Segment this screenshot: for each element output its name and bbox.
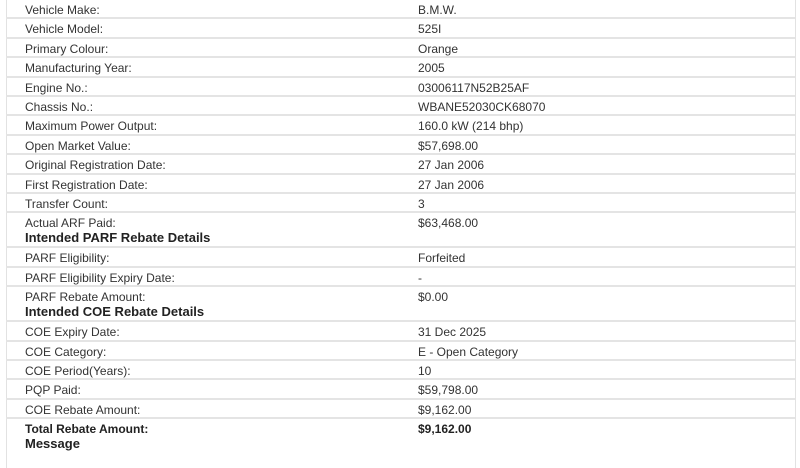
detail-value: 525I bbox=[418, 22, 442, 37]
detail-value: 160.0 kW (214 bhp) bbox=[418, 119, 524, 134]
detail-label: PQP Paid: bbox=[25, 383, 81, 398]
detail-label: Transfer Count: bbox=[25, 197, 108, 211]
detail-value: B.M.W. bbox=[418, 3, 457, 17]
detail-row: PARF Rebate Amount: $0.00 Intended COE Reb… bbox=[6, 287, 795, 323]
detail-value: Forfeited bbox=[418, 251, 466, 266]
detail-row: PQP Paid: $59,798.00 bbox=[6, 380, 795, 400]
detail-value: 3 bbox=[418, 197, 425, 211]
detail-value: 10 bbox=[418, 364, 432, 378]
detail-row: Vehicle Make: B.M.W. bbox=[6, 0, 795, 20]
detail-value: 27 Jan 2006 bbox=[418, 177, 485, 192]
detail-row: PARF Eligibility Expiry Date: - bbox=[6, 268, 795, 288]
detail-value: $9,162.00 bbox=[418, 402, 472, 417]
detail-value: 27 Jan 2006 bbox=[418, 158, 485, 173]
detail-row: Maximum Power Output: 160.0 kW (214 bhp) bbox=[6, 116, 795, 136]
detail-value: 2005 bbox=[418, 61, 445, 76]
detail-label: PARF Eligibility: bbox=[25, 251, 110, 266]
detail-row: Chassis No.: WBANE52030CK68070 bbox=[6, 97, 795, 117]
detail-row: COE Expiry Date: 31 Dec 2025 bbox=[6, 322, 795, 342]
detail-label: Original Registration Date: bbox=[25, 158, 166, 173]
detail-row: Total Rebate Amount: $9,162.00 Message bbox=[6, 419, 795, 459]
detail-label: Total Rebate Amount: bbox=[25, 422, 149, 437]
detail-row: Engine No.: 03006117N52B25AF bbox=[6, 78, 795, 97]
detail-row: First Registration Date: 27 Jan 2006 bbox=[6, 175, 795, 194]
detail-label: Primary Colour: bbox=[25, 41, 109, 56]
message-heading: Message bbox=[25, 436, 80, 452]
detail-label: PARF Eligibility Expiry Date: bbox=[25, 270, 175, 285]
detail-row: COE Rebate Amount: $9,162.00 bbox=[6, 400, 795, 420]
detail-label: COE Expiry Date: bbox=[25, 325, 120, 340]
detail-value: - bbox=[418, 270, 422, 285]
detail-label: Engine No.: bbox=[25, 80, 88, 95]
detail-label: Manufacturing Year: bbox=[25, 61, 132, 76]
detail-row: Primary Colour: Orange bbox=[6, 39, 795, 59]
detail-value: 03006117N52B25AF bbox=[418, 80, 530, 95]
coe-section-heading: Intended COE Rebate Details bbox=[25, 304, 205, 320]
detail-row: COE Period(Years): 10 bbox=[6, 361, 795, 381]
detail-value: $63,468.00 bbox=[418, 216, 479, 231]
detail-row: Open Market Value: $57,698.00 bbox=[6, 136, 795, 156]
detail-label: Vehicle Make: bbox=[25, 3, 100, 17]
detail-label: PARF Rebate Amount: bbox=[25, 290, 146, 305]
detail-label: COE Rebate Amount: bbox=[25, 402, 141, 417]
detail-row: Manufacturing Year: 2005 bbox=[6, 58, 795, 78]
detail-row: COE Category: E - Open Category bbox=[6, 342, 795, 361]
detail-value: $0.00 bbox=[418, 290, 449, 305]
detail-row: Vehicle Model: 525I bbox=[6, 19, 795, 39]
detail-value: $57,698.00 bbox=[418, 138, 479, 153]
detail-label: Chassis No.: bbox=[25, 100, 94, 114]
detail-value: E - Open Category bbox=[418, 344, 519, 359]
detail-label: First Registration Date: bbox=[25, 177, 148, 192]
detail-label: COE Category: bbox=[25, 344, 107, 359]
detail-value: $59,798.00 bbox=[418, 383, 479, 398]
parf-section-heading: Intended PARF Rebate Details bbox=[25, 230, 211, 246]
detail-value: $9,162.00 bbox=[418, 422, 472, 437]
detail-label: Maximum Power Output: bbox=[25, 119, 158, 134]
detail-value: Orange bbox=[418, 41, 459, 56]
detail-value: 31 Dec 2025 bbox=[418, 325, 487, 340]
detail-row: Actual ARF Paid: $63,468.00 Intended PARF … bbox=[6, 213, 795, 249]
detail-label: Actual ARF Paid: bbox=[25, 216, 116, 231]
detail-row: Original Registration Date: 27 Jan 2006 bbox=[6, 155, 795, 175]
detail-value: WBANE52030CK68070 bbox=[418, 100, 546, 114]
detail-label: Open Market Value: bbox=[25, 138, 131, 153]
detail-row: Transfer Count: 3 bbox=[6, 194, 795, 214]
details-table bbox=[6, 0, 796, 468]
detail-label: Vehicle Model: bbox=[25, 22, 104, 37]
detail-label: COE Period(Years): bbox=[25, 364, 131, 378]
detail-row: PARF Eligibility: Forfeited bbox=[6, 248, 795, 268]
